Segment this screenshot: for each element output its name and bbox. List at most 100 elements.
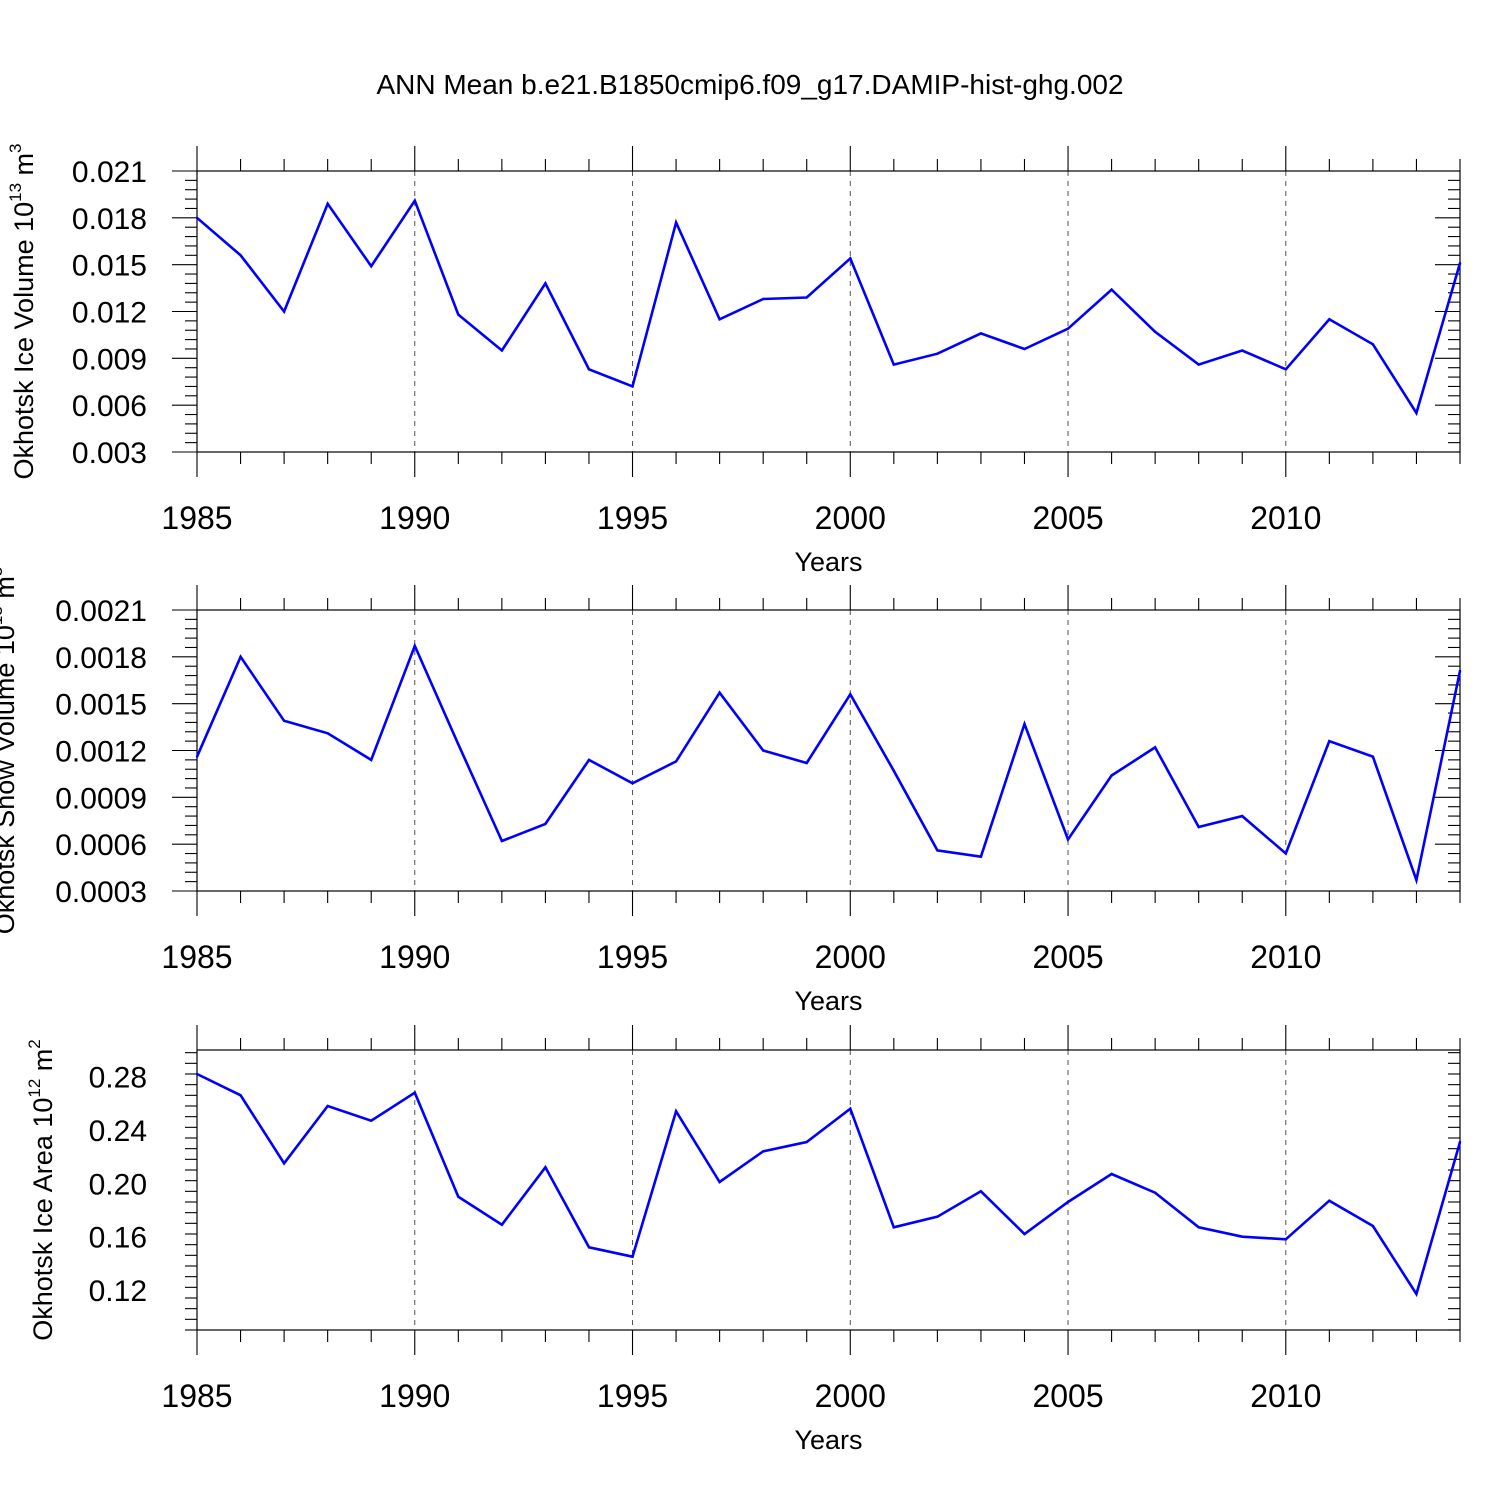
chart-1-data-point	[805, 761, 808, 765]
chart-0-ytick-label: 0.015	[72, 250, 147, 283]
chart-0-ytick-label: 0.003	[72, 437, 147, 470]
chart-2-ytick-label: 0.24	[89, 1115, 147, 1148]
chart-2-data-point	[500, 1223, 504, 1226]
chart-1-ytick-label: 0.0012	[55, 736, 147, 769]
chart-0-data-point	[979, 332, 983, 335]
chart-1-data-point	[500, 839, 504, 843]
chart-2-data-point	[1023, 1232, 1026, 1236]
chart-0-ytick-label: 0.006	[72, 390, 147, 423]
chart-1-data-point	[892, 769, 896, 772]
chart-2-ylabel-exp: 12	[25, 1079, 44, 1098]
chart-0-ylabel-unit-exp: 3	[6, 143, 25, 152]
chart-2-data-point	[718, 1180, 721, 1184]
chart-1-ylabel-main: Okhotsk Snow Volume 10	[0, 625, 20, 934]
chart-0-ylabel-main: Okhotsk Ice Volume 10	[9, 202, 39, 480]
chart-0-data-point	[239, 254, 242, 257]
chart-1-ytick-label: 0.0021	[55, 595, 147, 628]
chart-0-data-point	[631, 385, 634, 388]
chart-2-yaxis-label: Okhotsk Ice Area 1012 m2	[25, 1039, 58, 1341]
chart-1-yaxis-label: Okhotsk Snow Volume 1013 m3	[0, 567, 20, 935]
chart-1-data-point	[1371, 755, 1375, 758]
panel-ice-area: 1985 1990 1995 2000 2005 2010 Years 0.12 0.16 0.2…	[25, 1025, 1462, 1455]
chart-0-data-point	[674, 221, 678, 224]
chart-2-data-point	[544, 1166, 547, 1169]
chart-1-data-point	[631, 782, 634, 785]
chart-0-data-point	[500, 349, 504, 352]
chart-1-xtick-label: 1990	[379, 939, 450, 975]
chart-0-yaxis-label: Okhotsk Ice Volume 1013 m3	[6, 143, 39, 479]
chart-2-data-point	[282, 1162, 286, 1165]
chart-2-xtick-label: 2000	[815, 1378, 886, 1414]
chart-1-series-line	[195, 642, 1462, 885]
chart-1-data-point	[1110, 774, 1113, 777]
chart-2-data-point	[326, 1104, 329, 1108]
chart-1-ylabel-unit: m	[0, 576, 20, 606]
chart-2-frame	[196, 1049, 1461, 1331]
chart-1-data-point	[195, 755, 199, 758]
chart-2-data-point	[631, 1255, 634, 1258]
chart-1-data-point	[718, 691, 721, 694]
chart-0-ylabel-exp: 13	[6, 183, 25, 202]
chart-0-xtick-label: 2000	[815, 500, 886, 536]
chart-2-data-point	[1241, 1235, 1244, 1238]
chart-1-ytick-label: 0.0018	[55, 642, 147, 675]
chart-0-data-point	[1371, 343, 1375, 346]
chart-0-xtick-label: 1990	[379, 500, 450, 536]
chart-1-data-point	[1153, 746, 1157, 749]
chart-0-data-point	[849, 257, 852, 260]
chart-0-frame	[196, 170, 1461, 453]
chart-2-xtick-label: 2010	[1250, 1378, 1321, 1414]
chart-1-data-point	[1066, 838, 1070, 841]
chart-2-ytick-label: 0.16	[89, 1222, 147, 1255]
chart-0-xaxis-label: Years	[794, 547, 862, 577]
chart-0-data-point	[1066, 327, 1070, 330]
chart-0-data-point	[1458, 261, 1462, 265]
chart-1-data-point	[413, 644, 416, 648]
chart-1-data-point	[326, 732, 329, 735]
chart-0-ytick-label: 0.009	[72, 343, 147, 376]
chart-1-ytick-label: 0.0015	[55, 689, 147, 722]
chart-1-data-point	[1197, 825, 1200, 829]
chart-2-ylabel-main: Okhotsk Ice Area 10	[28, 1098, 58, 1341]
chart-2-data-point	[1415, 1292, 1418, 1296]
chart-0-data-point	[457, 313, 460, 316]
chart-1-data-point	[761, 749, 765, 752]
chart-2-data-point	[195, 1072, 199, 1076]
chart-0-data-point	[718, 318, 721, 321]
chart-2-data-point	[979, 1190, 983, 1193]
chart-0-data-point	[195, 216, 199, 220]
chart-1-ytick-label: 0.0003	[55, 876, 147, 909]
chart-2-data-point	[849, 1107, 852, 1110]
chart-2-data-point	[1371, 1224, 1375, 1228]
chart-1-data-point	[674, 760, 678, 763]
chart-1-data-point	[1241, 814, 1244, 818]
chart-1-data-point	[1284, 852, 1287, 855]
chart-1-xaxis-label: Years	[794, 986, 862, 1016]
chart-1-data-point	[239, 655, 242, 659]
chart-0-data-point	[805, 296, 808, 299]
chart-0-xtick-label: 2005	[1032, 500, 1103, 536]
chart-0-ytick-label: 0.021	[72, 156, 147, 189]
chart-1-data-point	[370, 758, 373, 762]
panel-ice-volume: 1985 1990 1995 2000 2005 2010 Years 0.003 0.006 0…	[6, 143, 1462, 577]
chart-0-data-point	[761, 297, 765, 301]
chart-2-data-point	[413, 1091, 416, 1094]
chart-0-data-point	[413, 199, 416, 202]
chart-2-xtick-label: 2005	[1032, 1378, 1103, 1414]
chart-1-ylabel-exp: 13	[0, 606, 6, 625]
chart-1-xtick-label: 2010	[1250, 939, 1321, 975]
chart-0-data-point	[326, 202, 329, 205]
chart-0-xtick-label: 1995	[597, 500, 668, 536]
chart-0-ytick-label: 0.012	[72, 297, 147, 330]
figure-title: ANN Mean b.e21.B1850cmip6.f09_g17.DAMIP-…	[376, 69, 1123, 100]
chart-1-ytick-label: 0.0009	[55, 782, 147, 815]
chart-1-frame	[196, 609, 1461, 892]
chart-2-data-point	[1328, 1199, 1331, 1202]
chart-2-data-point	[805, 1140, 808, 1144]
chart-0-data-point	[1284, 368, 1287, 371]
chart-2-data-point	[761, 1150, 765, 1153]
chart-2-data-point	[370, 1119, 373, 1122]
chart-0-data-point	[370, 265, 373, 268]
chart-0-data-point	[1328, 318, 1331, 321]
